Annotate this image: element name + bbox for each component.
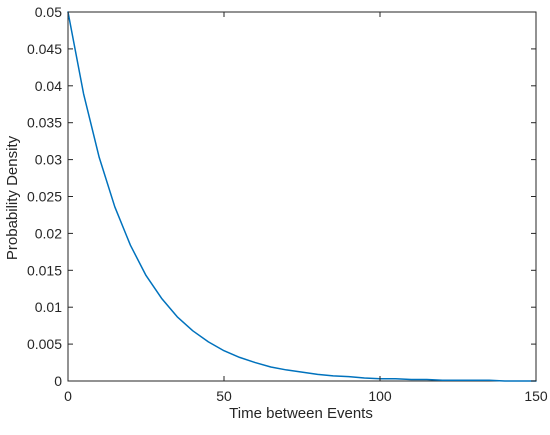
y-tick-label: 0.015 [27, 262, 62, 278]
y-tick-label: 0.05 [35, 4, 62, 20]
x-ticks: 0 50 100 150 [64, 12, 548, 404]
x-tick-label: 0 [64, 388, 72, 404]
y-tick-label: 0.03 [35, 152, 62, 168]
y-ticks: 0 0.005 0.01 0.015 0.02 0.025 0.03 0.035 0.04 0.0… [27, 4, 536, 389]
x-axis-label: Time between Events [229, 405, 373, 422]
data-layer [67, 11, 537, 382]
y-tick-label: 0.02 [35, 225, 62, 241]
series-line-0 [67, 11, 537, 382]
x-tick-label: 50 [216, 388, 232, 404]
y-tick-label: 0.04 [35, 78, 62, 94]
plot-frame [67, 11, 537, 382]
x-tick-label: 150 [524, 388, 548, 404]
y-tick-label: 0.045 [27, 41, 62, 57]
y-axis-label: Probability Density [4, 135, 21, 260]
y-tick-label: 0.005 [27, 336, 62, 352]
x-tick-label: 100 [368, 388, 392, 404]
y-tick-label: 0.01 [35, 299, 62, 315]
y-tick-label: 0 [54, 373, 62, 389]
plot-box [67, 11, 537, 382]
y-tick-label: 0.025 [27, 189, 62, 205]
y-tick-label: 0.035 [27, 115, 62, 131]
